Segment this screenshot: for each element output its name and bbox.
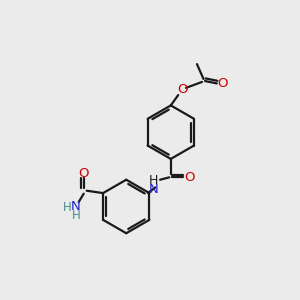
Text: O: O — [218, 77, 228, 90]
Text: N: N — [148, 183, 158, 196]
Text: O: O — [79, 167, 89, 180]
Text: N: N — [71, 200, 81, 213]
Text: H: H — [72, 209, 81, 222]
Text: H: H — [149, 174, 158, 188]
Text: O: O — [184, 171, 195, 184]
Text: H: H — [63, 201, 71, 214]
Text: O: O — [177, 83, 187, 97]
